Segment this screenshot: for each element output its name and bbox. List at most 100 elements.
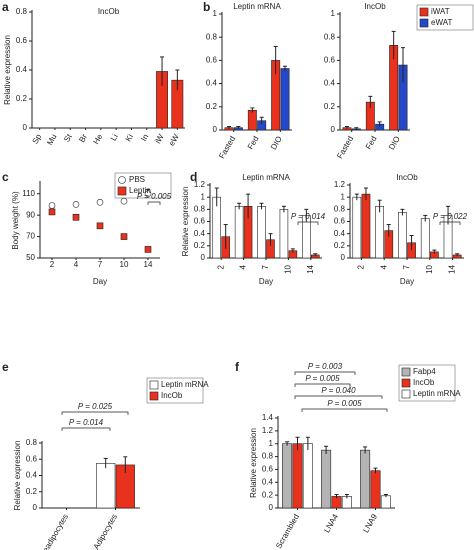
p-value: P = 0.005 <box>327 399 362 408</box>
legend-label: PBS <box>129 175 145 184</box>
marker <box>144 190 152 198</box>
bar <box>279 209 289 259</box>
x-tick-label: eW <box>167 132 181 147</box>
p-value: P = 0.040 <box>321 386 356 395</box>
x-tick-label: LNA9 <box>361 512 379 534</box>
bracket <box>294 395 383 399</box>
p-value: P = 0.003 <box>308 362 343 371</box>
legend-box <box>416 4 474 31</box>
y-tick-label: 0.2 <box>324 102 336 111</box>
bar <box>321 449 332 509</box>
x-tick-label: 10 <box>120 260 129 269</box>
panel-label: b <box>203 0 210 14</box>
panel-title: IncOb <box>396 173 418 182</box>
panel-title: Leptin mRNA <box>242 173 290 182</box>
marker <box>48 208 56 216</box>
legend-swatch <box>118 176 126 184</box>
legend-label: IncOb <box>161 391 183 400</box>
bracket <box>61 411 129 415</box>
y-tick-label: 0.4 <box>206 79 218 88</box>
y-tick-label: 1 <box>341 192 346 201</box>
y-tick-label: 0.6 <box>206 56 218 65</box>
y-tick-label: 0.6 <box>26 454 38 463</box>
x-tick-label: DIO <box>269 135 284 152</box>
bracket <box>294 383 351 387</box>
x-axis-label: Day <box>259 277 273 286</box>
y-tick-label: 0 <box>269 503 274 512</box>
y-tick-label: 0.2 <box>206 102 218 111</box>
legend-box <box>146 377 204 404</box>
x-tick-label: Sp <box>31 132 44 145</box>
y-tick-label: 0.8 <box>26 438 38 447</box>
legend-label: Leptin <box>129 186 151 195</box>
y-tick-label: 1.2 <box>194 180 206 189</box>
y-tick-label: 50 <box>26 253 35 262</box>
legend-label: IncOb <box>413 378 435 387</box>
legend-swatch <box>149 380 159 390</box>
legend-label: Fabp4 <box>413 367 436 376</box>
y-tick-label: 1.2 <box>262 426 274 435</box>
p-value: P = 0.005 <box>305 374 340 383</box>
x-tick-label: 10 <box>284 264 293 273</box>
panel-label: d <box>190 170 197 184</box>
y-tick-label: 0.4 <box>262 477 274 486</box>
y-tick-label: 0.6 <box>262 465 274 474</box>
x-tick-label: 4 <box>379 264 388 269</box>
x-tick-label: Scrambled <box>274 513 301 550</box>
x-tick-label: Fed <box>246 135 261 151</box>
panel-title: IncOb <box>98 7 120 16</box>
x-tick-label: 14 <box>144 260 153 269</box>
x-tick-label: 14 <box>306 264 315 273</box>
y-tick-label: 0 <box>331 125 336 134</box>
legend-box <box>114 172 172 199</box>
y-tick-label: 0.6 <box>194 217 206 226</box>
x-tick-label: 4 <box>74 260 79 269</box>
bar <box>380 495 391 509</box>
y-tick-label: 0.4 <box>194 229 206 238</box>
x-tick-label: LNA4 <box>322 512 340 534</box>
x-tick-label: Adipocytes <box>92 513 119 550</box>
x-tick-label: 7 <box>402 264 411 269</box>
bracket <box>61 427 111 431</box>
y-tick-label: 0.4 <box>26 471 38 480</box>
bracket <box>301 408 388 412</box>
bar <box>361 193 371 259</box>
x-tick-label: Mu <box>45 133 58 147</box>
y-tick-label: 0.2 <box>334 241 346 250</box>
y-tick-label: 1 <box>201 192 206 201</box>
x-tick-label: In <box>139 133 150 143</box>
p-value: P = 0.025 <box>78 402 113 411</box>
y-tick-label: 0.6 <box>324 56 336 65</box>
bar <box>247 109 257 131</box>
panel-label: a <box>2 0 9 14</box>
panel-label: f <box>235 360 240 374</box>
bar <box>352 196 362 259</box>
y-tick-label: 0 <box>341 253 346 262</box>
x-tick-label: 10 <box>425 264 434 273</box>
y-tick-label: 0.2 <box>194 241 206 250</box>
y-axis-label: Relative expression <box>249 428 258 498</box>
bar <box>234 205 244 259</box>
x-tick-label: 7 <box>261 264 270 269</box>
x-tick-label: Fed <box>364 135 379 151</box>
bracket <box>297 221 319 225</box>
x-tick-label: Br <box>77 132 89 144</box>
marker <box>96 198 104 206</box>
x-tick-label: Li <box>109 132 120 142</box>
p-value: P = 0.022 <box>433 212 468 221</box>
x-tick-label: DIO <box>387 135 402 152</box>
x-tick-label: 2 <box>50 260 55 269</box>
x-axis-label: Day <box>400 277 414 286</box>
x-tick-label: 14 <box>448 264 457 273</box>
bar <box>280 68 290 131</box>
x-tick-label: 7 <box>98 260 103 269</box>
marker <box>48 202 56 209</box>
x-tick-label: Preadipocytes <box>37 513 70 550</box>
bar <box>302 443 313 509</box>
legend-swatch <box>117 186 127 196</box>
marker <box>72 201 80 208</box>
p-value: P = 0.014 <box>291 212 326 221</box>
panel-title: IncOb <box>364 2 386 11</box>
y-tick-label: 0 <box>213 125 218 134</box>
